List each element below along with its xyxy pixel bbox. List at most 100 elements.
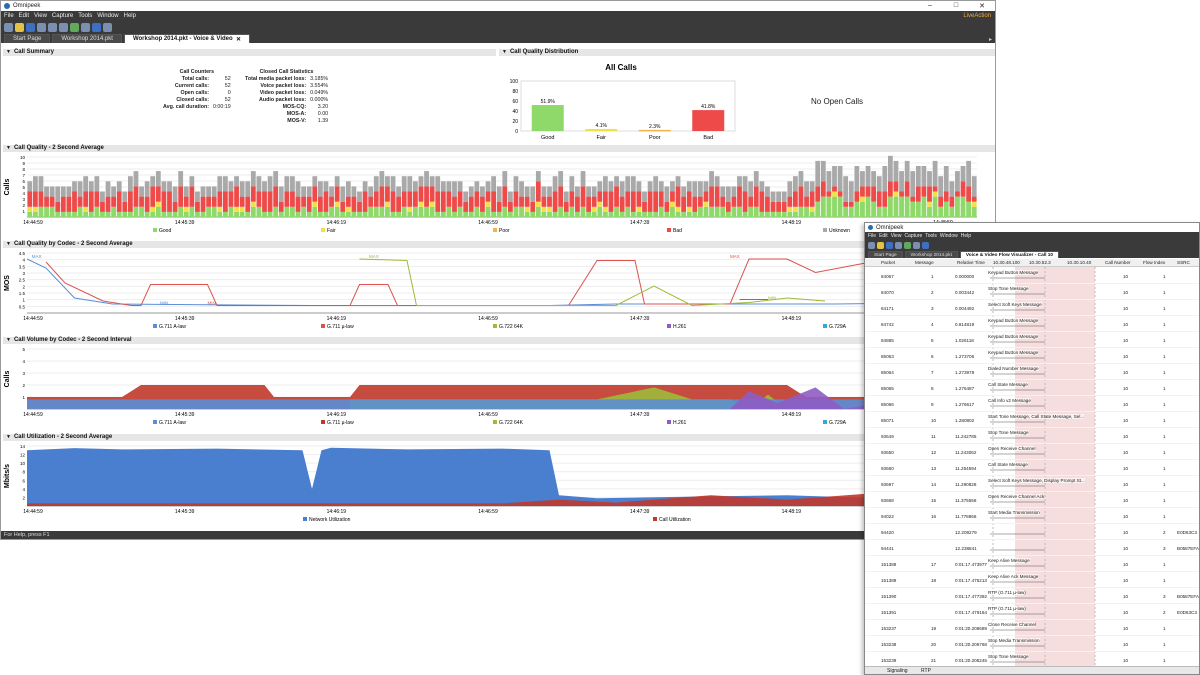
flow-row[interactable]: 84742 4 0.814819 10 1 Keypad Button Message: [865, 316, 1199, 332]
bar-segment: [385, 206, 390, 217]
col-relative-time[interactable]: Relative Time: [957, 260, 985, 265]
flow-row[interactable]: 93668 15 11.375558 10 1 Open Receive Channel …: [865, 492, 1199, 508]
flow-row[interactable]: 151390 0:01:17.477392 10 3 B0587EFA RTP (G.71…: [865, 588, 1199, 604]
flow-row[interactable]: 85066 9 1.276617 10 1 Call Info v2 Message: [865, 396, 1199, 412]
menu-help[interactable]: Help: [123, 13, 136, 19]
bar-segment: [429, 176, 435, 187]
tab-start-page[interactable]: Start Page: [868, 251, 903, 258]
menu-capture[interactable]: Capture: [51, 13, 74, 19]
legend-label: Call Utilization: [659, 517, 691, 523]
start-capture-icon[interactable]: [70, 22, 79, 32]
collapse-icon[interactable]: ▼: [6, 241, 11, 247]
flow-row[interactable]: 84885 5 1.026118 10 1 Keypad Button Message: [865, 332, 1199, 348]
col-packet[interactable]: Packet: [881, 260, 896, 265]
flow-row[interactable]: 94022 16 11.778866 10 1 Start Media Transmiss…: [865, 508, 1199, 524]
flow-row[interactable]: 94420 12.209279 10 2 E0D63C3: [865, 524, 1199, 540]
col-host-1[interactable]: 10.30.48.100: [993, 260, 1020, 265]
minimize-icon[interactable]: –: [928, 2, 932, 9]
flow-row[interactable]: 85071 10 1.280802 10 1 Start Tone Message, Ca…: [865, 412, 1199, 428]
new-capture-icon[interactable]: [868, 241, 875, 249]
copy-icon[interactable]: [48, 22, 57, 32]
flow-row[interactable]: 93597 14 11.290828 10 1 Select Soft Keys Mess…: [865, 476, 1199, 492]
flow-row[interactable]: 94441 12.238841 10 3 B0587EFA: [865, 540, 1199, 556]
flow-row[interactable]: 85064 7 1.273978 10 1 Dialed Number Message: [865, 364, 1199, 380]
menu-window[interactable]: Window: [97, 13, 119, 19]
menu-tools[interactable]: Tools: [925, 233, 937, 239]
maximize-icon[interactable]: □: [953, 2, 959, 9]
menu-file[interactable]: File: [868, 233, 877, 239]
col-host-2[interactable]: 10.30.52.3: [1029, 260, 1051, 265]
section-call-utilization[interactable]: ▼ Call Utilization - 2 Second Average: [3, 434, 995, 441]
flow-row[interactable]: 153238 20 0:01:20.206768 10 1 Stop Media Tran…: [865, 636, 1199, 652]
menu-file[interactable]: File: [4, 13, 14, 19]
close-tab-icon[interactable]: ✕: [236, 36, 242, 43]
flow-index-cell: 1: [1163, 370, 1166, 375]
message-index-cell: 2: [931, 290, 934, 295]
help-icon[interactable]: [922, 241, 929, 249]
flow-row[interactable]: 153237 19 0:01:20.208689 10 1 Close Receive C…: [865, 620, 1199, 636]
start-capture-icon[interactable]: [904, 241, 911, 249]
bar-segment: [150, 186, 156, 207]
flow-row[interactable]: 84171 3 0.004492 10 1 Select Soft Keys Messag…: [865, 300, 1199, 316]
tab-signaling[interactable]: Signaling: [887, 668, 908, 674]
flow-row[interactable]: 93550 12 11.243062 10 1 Open Receive Channel: [865, 444, 1199, 460]
print-icon[interactable]: [895, 241, 902, 249]
tab-flow-visualizer[interactable]: Voice & Video Flow Visualizer - Call 10: [959, 251, 1060, 258]
bar-segment: [284, 176, 290, 192]
col-host-3[interactable]: 10.30.10.40: [1067, 260, 1092, 265]
menu-capture[interactable]: Capture: [904, 233, 923, 239]
collapse-icon[interactable]: ▼: [6, 434, 11, 440]
menu-window[interactable]: Window: [939, 233, 958, 239]
col-flow-index[interactable]: Flow Index: [1143, 260, 1166, 265]
paste-icon[interactable]: [59, 22, 68, 32]
collapse-icon[interactable]: ▼: [502, 49, 507, 55]
section-call-quality[interactable]: ▼ Call Quality - 2 Second Average: [3, 145, 995, 152]
options-icon[interactable]: [81, 22, 90, 32]
menu-help[interactable]: Help: [960, 233, 972, 239]
col-ssrc[interactable]: SSRC: [1177, 260, 1190, 265]
section-call-summary[interactable]: ▼ Call Summary: [3, 49, 496, 56]
tab-workshop-pkt[interactable]: Workshop 2014.pkt: [904, 251, 958, 258]
flow-row[interactable]: 85065 8 1.276487 10 1 Call State Message: [865, 380, 1199, 396]
flow-row[interactable]: 84067 1 0.000000 10 1 Keypad Button Message: [865, 268, 1199, 284]
section-quality-distribution[interactable]: ▼ Call Quality Distribution: [499, 49, 995, 56]
bar-segment: [927, 186, 932, 202]
collapse-icon[interactable]: ▼: [6, 145, 11, 151]
col-call-number[interactable]: Call Number: [1105, 260, 1131, 265]
bar-segment: [111, 206, 117, 217]
col-message[interactable]: Message: [915, 260, 934, 265]
tab-rtp[interactable]: RTP: [921, 668, 931, 674]
flow-row[interactable]: 151389 18 0:01:17.475213 10 1 Keep Alive Ack …: [865, 572, 1199, 588]
tab-scroll-icon[interactable]: ▸: [988, 37, 992, 43]
new-capture-icon[interactable]: [4, 22, 13, 32]
flow-row[interactable]: 93549 11 11.242785 10 1 Stop Tone Message: [865, 428, 1199, 444]
flow-row[interactable]: 85063 6 1.273706 10 1 Keypad Button Message: [865, 348, 1199, 364]
tab-start-page[interactable]: Start Page: [4, 34, 51, 43]
flow-row[interactable]: 151391 0:01:17.479164 10 2 E0D63C3 RTP (G.711…: [865, 604, 1199, 620]
menu-view[interactable]: View: [890, 233, 902, 239]
flow-row[interactable]: 84070 2 0.003442 10 1 Stop Tone Message: [865, 284, 1199, 300]
section-volume-by-codec[interactable]: ▼ Call Volume by Codec - 2 Second Interva…: [3, 337, 995, 344]
open-file-icon[interactable]: [15, 22, 24, 32]
help-icon[interactable]: [92, 22, 101, 32]
save-icon[interactable]: [886, 241, 893, 249]
options-icon[interactable]: [913, 241, 920, 249]
menu-view[interactable]: View: [34, 13, 47, 19]
flow-row[interactable]: 93560 13 11.254594 10 1 Call State Message: [865, 460, 1199, 476]
menu-edit[interactable]: Edit: [879, 233, 888, 239]
section-quality-by-codec[interactable]: ▼ Call Quality by Codec - 2 Second Averag…: [3, 241, 995, 248]
flow-row[interactable]: 151388 17 0:01:17.473977 10 1 Keep Alive Mess…: [865, 556, 1199, 572]
collapse-icon[interactable]: ▼: [6, 49, 11, 55]
bar-segment: [116, 211, 122, 217]
tab-voice-video[interactable]: Workshop 2014.pkt - Voice & Video ✕: [123, 34, 251, 43]
tab-workshop-pkt[interactable]: Workshop 2014.pkt: [52, 34, 122, 43]
collapse-icon[interactable]: ▼: [6, 337, 11, 343]
close-icon[interactable]: ✕: [979, 3, 985, 10]
menu-tools[interactable]: Tools: [78, 13, 93, 19]
save-icon[interactable]: [26, 22, 35, 32]
settings-icon[interactable]: [103, 22, 112, 32]
bar-segment: [312, 186, 318, 202]
print-icon[interactable]: [37, 22, 46, 32]
open-file-icon[interactable]: [877, 241, 884, 249]
menu-edit[interactable]: Edit: [18, 13, 30, 19]
